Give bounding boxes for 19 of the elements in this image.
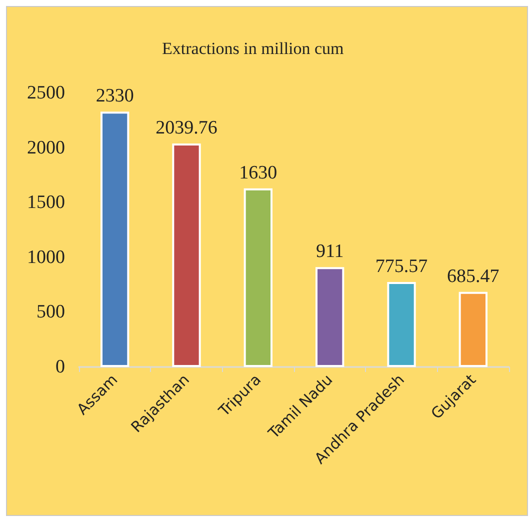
bar — [387, 282, 416, 367]
bar — [172, 143, 201, 367]
y-tick-label: 0 — [56, 356, 65, 378]
y-tick-label: 2500 — [27, 82, 65, 104]
bar — [316, 267, 344, 367]
data-label: 911 — [316, 241, 344, 262]
bar — [458, 292, 488, 367]
y-tick-label: 1000 — [27, 246, 65, 268]
data-label: 685.47 — [447, 266, 500, 287]
y-tick-label: 2000 — [27, 137, 65, 158]
data-label: 775.57 — [375, 256, 428, 277]
chart-title: Extractions in million cum — [162, 39, 344, 58]
data-label: 2330 — [96, 86, 134, 107]
y-tick-label: 1500 — [27, 192, 65, 214]
data-label: 1630 — [239, 162, 278, 184]
bar — [100, 112, 130, 367]
y-tick-label: 500 — [36, 302, 65, 323]
data-label: 2039.76 — [156, 117, 218, 138]
bar — [244, 188, 272, 367]
